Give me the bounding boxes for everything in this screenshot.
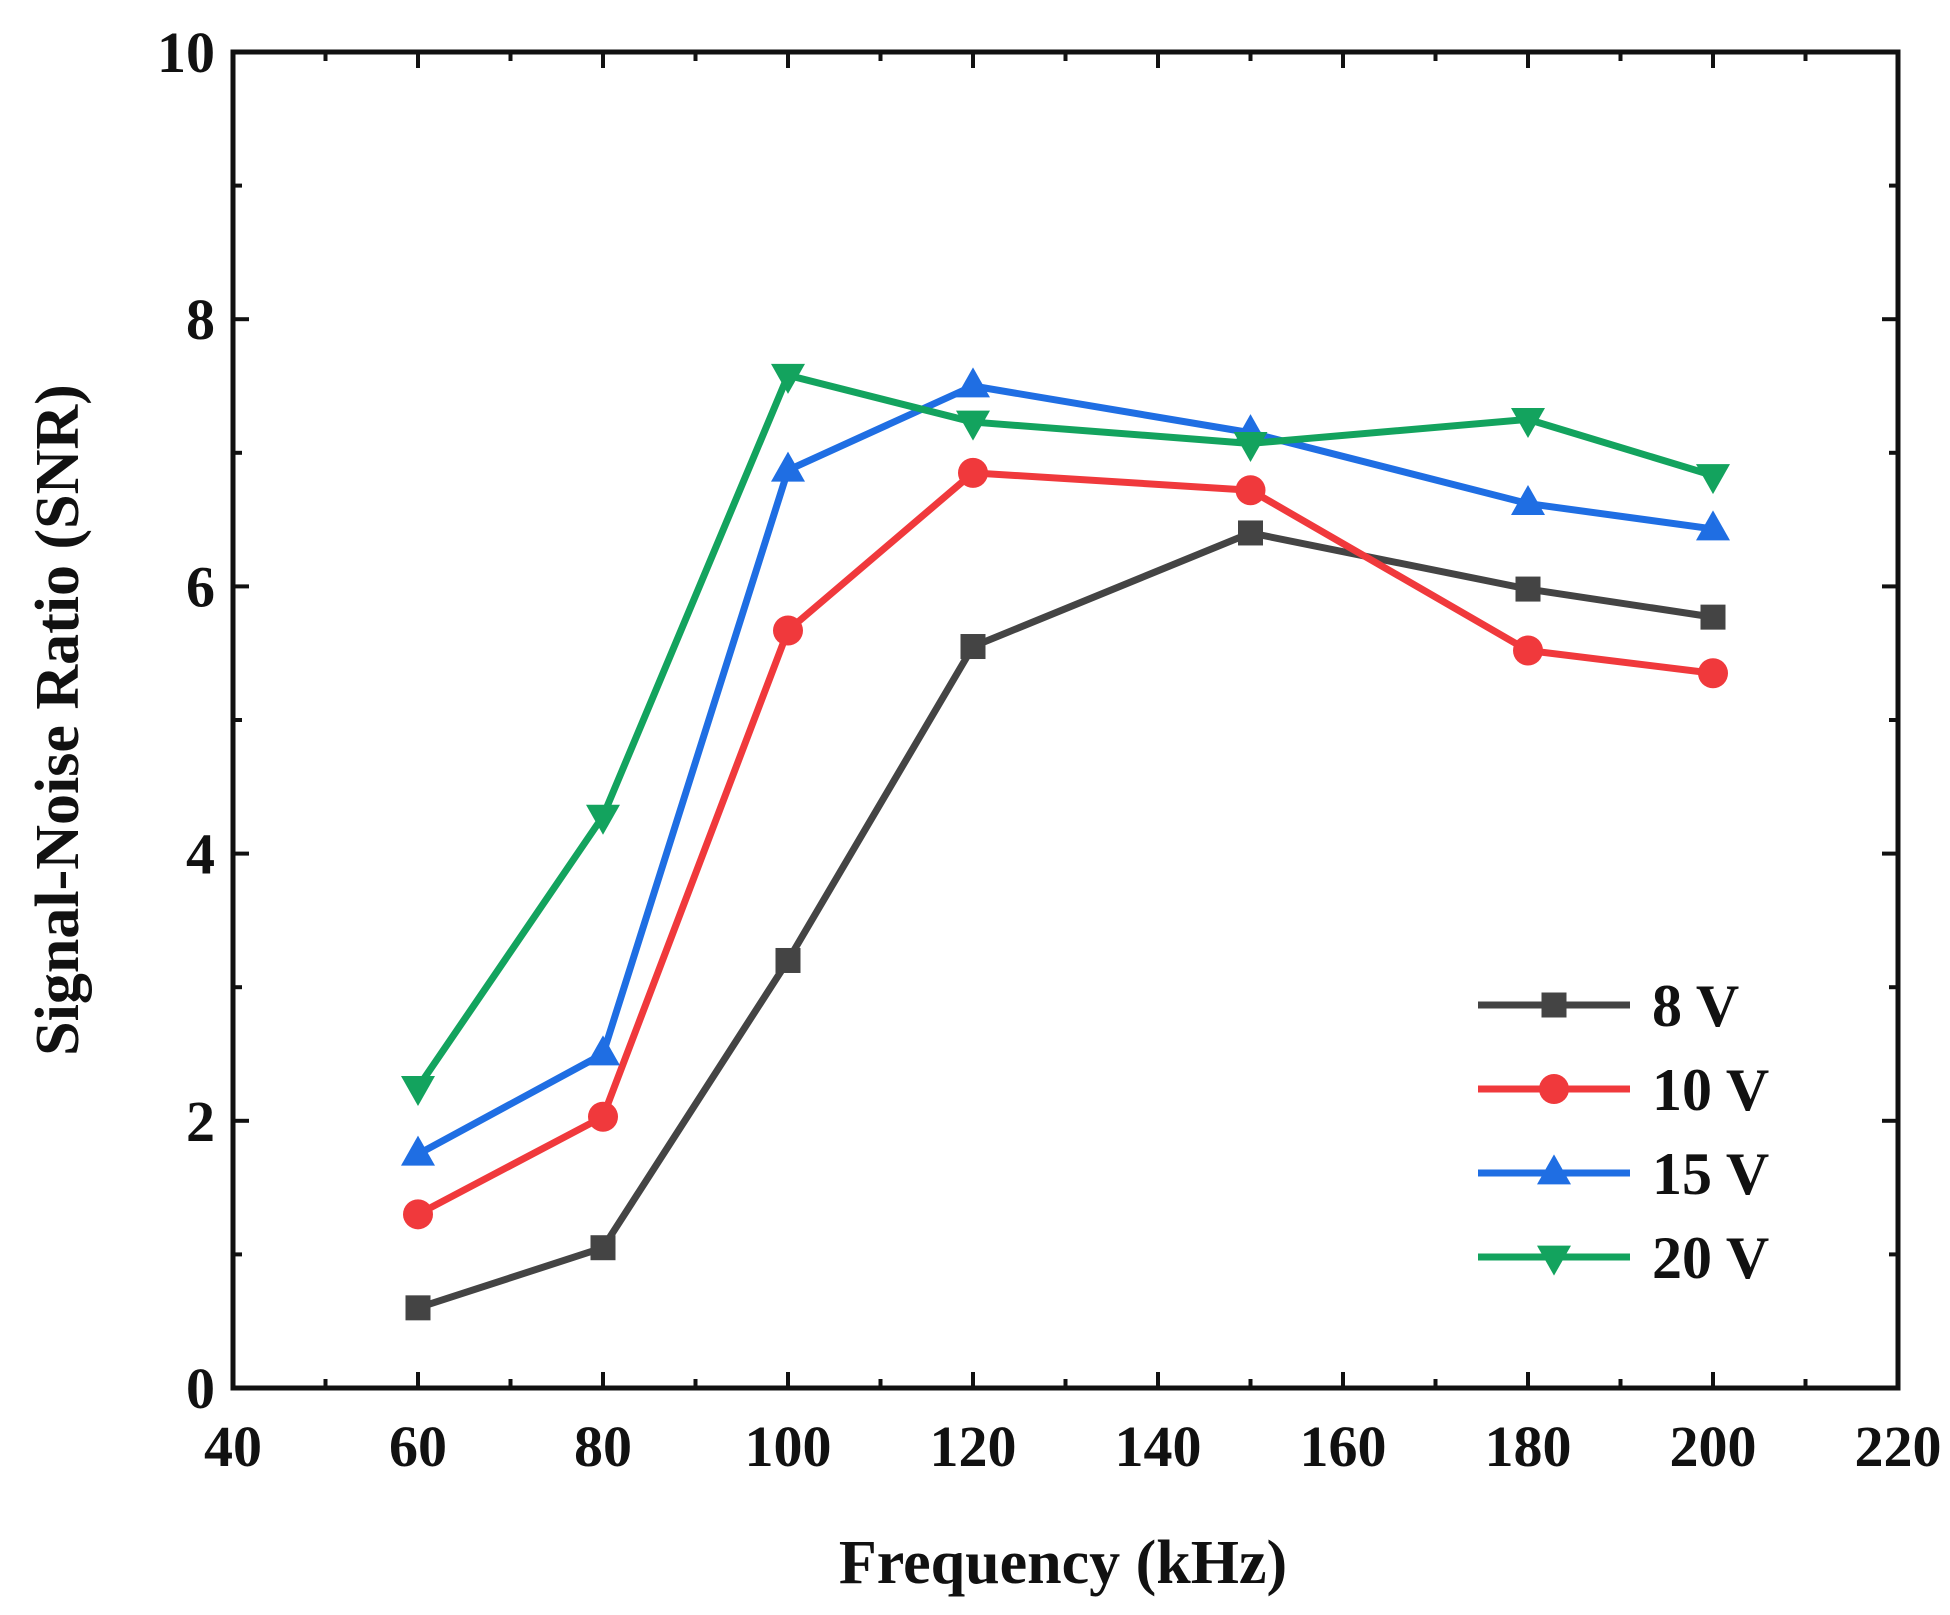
legend-label: 10 V [1652,1057,1769,1123]
data-point [773,615,803,646]
y-tick-label: 6 [186,554,215,619]
axes: 40 60 80 100 120 140 160 180 200 220 0 2 4 6 8 10 [157,20,1942,1479]
data-point [403,1199,433,1230]
data-point [1696,464,1730,495]
y-tick-label: 4 [186,822,215,887]
data-point [586,1035,620,1066]
data-point [1233,432,1268,463]
y-axis-title: Signal-Noise Ratio (SNR) [24,384,92,1056]
series-20v [401,363,1730,1106]
x-tick-label: 140 [1115,1414,1202,1479]
data-point [958,457,988,488]
data-point [775,947,801,973]
x-tick-label: 40 [204,1414,262,1479]
data-point [401,1135,435,1166]
legend-label: 20 V [1652,1225,1769,1291]
series-15v [401,367,1730,1166]
x-tick-label: 160 [1300,1414,1387,1479]
x-tick-label: 220 [1855,1414,1942,1479]
data-point [1515,576,1541,602]
legend-marker [1541,992,1567,1018]
series-10v [403,457,1728,1230]
legend-item: 8 V [1478,973,1739,1039]
legend-marker [1539,1074,1569,1104]
x-tick-label: 60 [389,1414,447,1479]
data-point [1698,658,1728,689]
x-axis-title: Frequency (kHz) [839,1529,1287,1597]
data-point [586,804,620,835]
data-point [771,363,805,394]
legend-marker [1537,1154,1571,1185]
legend-marker [1537,1245,1571,1276]
data-point [1511,484,1545,515]
data-point [1700,604,1726,630]
data-point [956,367,990,398]
data-point [405,1295,431,1321]
series-layer [401,363,1730,1321]
legend-item: 15 V [1478,1141,1769,1207]
data-point [588,1101,618,1132]
data-point [590,1235,616,1261]
data-point [401,1076,435,1106]
legend-item: 10 V [1478,1057,1769,1123]
x-tick-label: 180 [1485,1414,1572,1479]
data-point [1238,520,1263,546]
y-tick-label: 10 [157,20,215,85]
y-tick-label: 0 [186,1356,215,1421]
data-point [1513,635,1543,666]
legend-label: 15 V [1652,1141,1769,1207]
series-8v [405,520,1726,1321]
x-tick-label: 120 [930,1414,1017,1479]
x-tick-label: 100 [745,1414,832,1479]
data-point [960,634,986,660]
legend-label: 8 V [1652,973,1739,1039]
data-point [1696,510,1730,541]
x-tick-label: 80 [574,1414,632,1479]
y-tick-label: 2 [186,1089,215,1154]
x-tick-label: 200 [1670,1414,1757,1479]
y-tick-label: 8 [186,287,215,352]
data-point [1511,408,1545,438]
legend: 8 V 10 V 15 V 20 V [1478,973,1769,1291]
legend-item: 20 V [1478,1225,1769,1291]
data-point [1235,475,1266,506]
data-point [956,410,990,441]
data-point [771,451,805,482]
